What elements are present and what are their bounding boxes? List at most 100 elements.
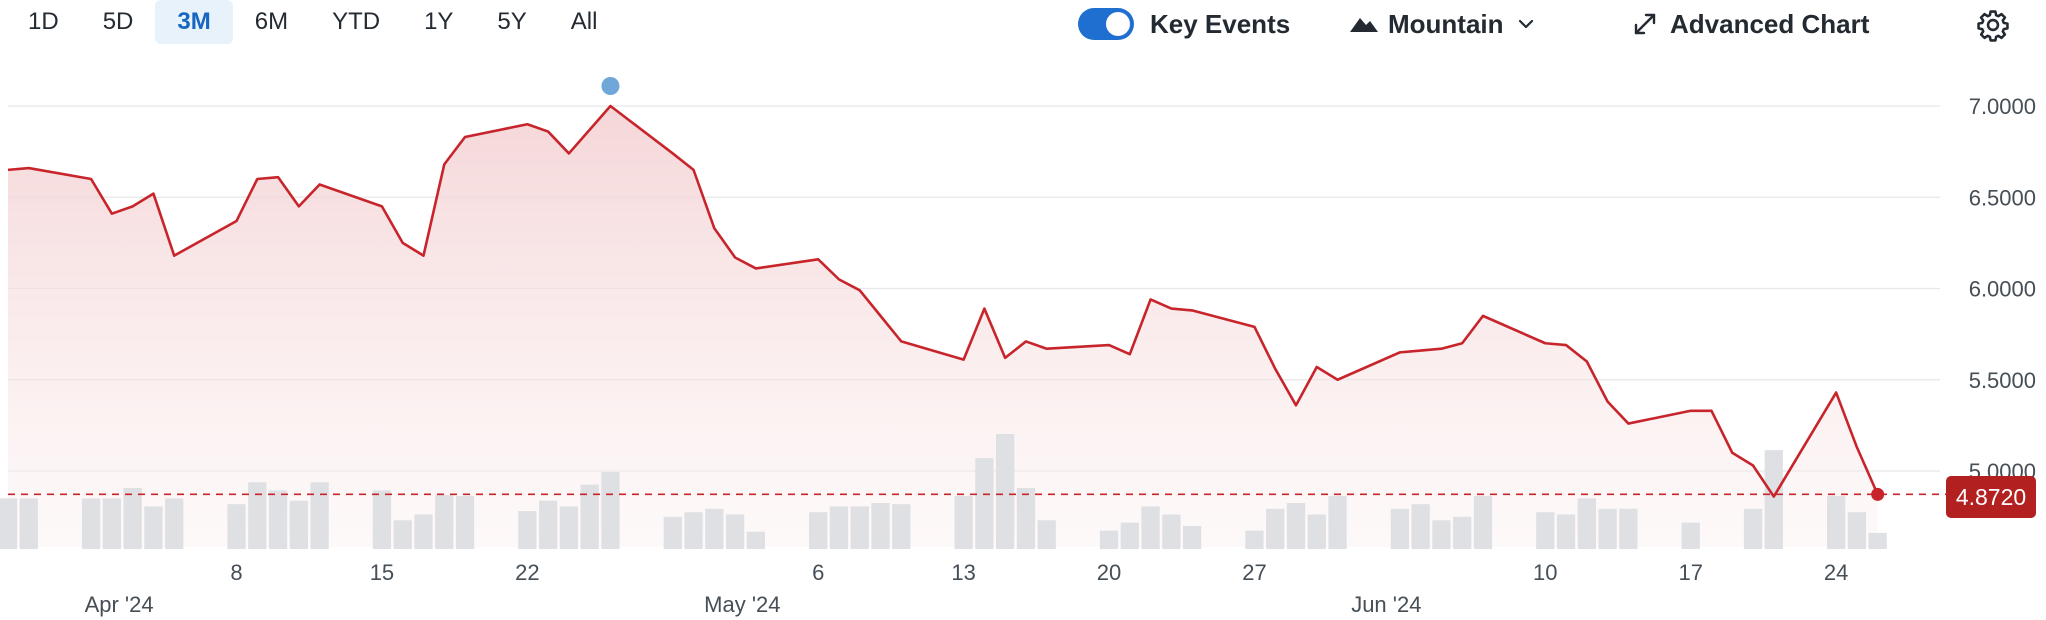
- gear-icon[interactable]: [1976, 8, 2010, 42]
- last-price-dot: [1871, 487, 1885, 501]
- volume-bar: [1099, 530, 1119, 549]
- x-tick-label: 8: [230, 560, 242, 585]
- price-area-fill: [8, 106, 1878, 547]
- volume-bar: [518, 511, 537, 549]
- x-tick-label: 15: [370, 560, 394, 585]
- volume-bar: [1266, 508, 1285, 549]
- volume-bar: [1743, 508, 1763, 549]
- range-tab-1y[interactable]: 1Y: [424, 8, 454, 35]
- volume-bar: [1245, 530, 1264, 549]
- range-tabs: 1D 5D 3M 6M YTD 1Y 5Y All: [6, 0, 619, 44]
- x-tick-label: 6: [812, 560, 824, 585]
- volume-bar: [829, 506, 849, 549]
- volume-bar: [1826, 496, 1846, 549]
- range-tab-6m[interactable]: 6M: [254, 8, 289, 35]
- volume-bar: [414, 514, 433, 549]
- key-event-marker: [601, 77, 620, 95]
- x-axis: 8 15 22 6 13 20 27 10 17 24 Apr '24 May '24 Jun '24: [85, 560, 1849, 617]
- x-tick-label: 10: [1533, 560, 1557, 585]
- x-tick-label: 24: [1824, 560, 1848, 585]
- volume-bar: [1453, 516, 1472, 549]
- volume-bar: [871, 503, 890, 549]
- volume-bar: [372, 490, 392, 549]
- volume-bar: [601, 471, 620, 549]
- volume-bar: [1681, 522, 1700, 549]
- volume-bar: [289, 500, 308, 549]
- volume-bar: [1598, 508, 1617, 549]
- mountain-icon: [1350, 18, 1378, 32]
- volume-bar: [1619, 508, 1638, 549]
- advanced-chart-button[interactable]: Advanced Chart: [1632, 6, 1869, 42]
- toggle-knob: [1106, 12, 1130, 36]
- expand-arrows-icon: [1634, 13, 1656, 35]
- volume-bar: [850, 506, 869, 549]
- chevron-down-icon: [1518, 19, 1533, 29]
- volume-bar: [1473, 496, 1493, 549]
- volume-bar: [102, 498, 122, 549]
- volume-bar: [1411, 504, 1430, 549]
- x-tick-label: 27: [1242, 560, 1266, 585]
- advanced-chart-label: Advanced Chart: [1670, 8, 1870, 39]
- x-month-label: May '24: [704, 592, 780, 617]
- volume-bar: [1847, 512, 1867, 549]
- range-tab-5d[interactable]: 5D: [102, 8, 134, 35]
- key-events-toggle[interactable]: Key Events: [1078, 6, 1290, 42]
- volume-bar: [580, 484, 599, 549]
- volume-bar: [1120, 522, 1139, 549]
- volume-bars: [0, 434, 1887, 549]
- range-tab-ytd[interactable]: YTD: [332, 8, 381, 35]
- volume-bar: [435, 494, 454, 549]
- volume-bar: [1868, 532, 1887, 549]
- x-month-label: Jun '24: [1351, 592, 1421, 617]
- volume-bar: [1328, 496, 1347, 549]
- y-tick-label: 5.5000: [1969, 368, 2036, 393]
- volume-bar: [1286, 503, 1306, 549]
- x-tick-label: 13: [951, 560, 975, 585]
- y-tick-label: 6.5000: [1969, 185, 2036, 210]
- volume-bar: [310, 482, 329, 549]
- volume-bar: [123, 488, 142, 549]
- volume-bar: [393, 520, 412, 549]
- volume-bar: [975, 458, 994, 549]
- volume-bar: [559, 506, 579, 549]
- range-tab-1d[interactable]: 1D: [28, 8, 59, 35]
- volume-bar: [0, 498, 18, 549]
- volume-bar: [227, 504, 246, 549]
- volume-bar: [684, 512, 703, 549]
- volume-bar: [248, 482, 267, 549]
- chart-type-dropdown[interactable]: Mountain: [1350, 6, 1534, 42]
- volume-bar: [1162, 514, 1181, 549]
- toggle-switch[interactable]: [1078, 8, 1134, 40]
- volume-bar: [1141, 506, 1160, 549]
- volume-bar: [1182, 526, 1202, 549]
- volume-bar: [892, 504, 911, 549]
- y-tick-label: 6.0000: [1969, 277, 2036, 302]
- range-tab-3m[interactable]: 3M: [155, 0, 233, 44]
- volume-bar: [996, 434, 1015, 549]
- volume-bar: [1432, 520, 1451, 549]
- x-tick-label: 17: [1678, 560, 1702, 585]
- volume-bar: [954, 496, 973, 549]
- price-line-group: [7, 77, 1946, 501]
- range-tab-5y[interactable]: 5Y: [497, 8, 527, 35]
- x-month-label: Apr '24: [85, 592, 154, 617]
- volume-bar: [1536, 512, 1555, 549]
- volume-bar: [165, 498, 184, 549]
- volume-bar: [1577, 498, 1596, 549]
- volume-bar: [1764, 450, 1783, 549]
- volume-bar: [1037, 520, 1056, 549]
- price-line: [7, 104, 1879, 498]
- volume-bar: [1556, 514, 1576, 549]
- chart-type-label: Mountain: [1388, 8, 1504, 39]
- key-events-label: Key Events: [1150, 8, 1291, 39]
- range-tab-all[interactable]: All: [570, 8, 598, 35]
- volume-bar: [538, 500, 558, 549]
- volume-bar: [663, 516, 682, 549]
- volume-bar: [81, 498, 101, 549]
- volume-bar: [268, 490, 288, 549]
- y-tick-label: 7.0000: [1969, 94, 2036, 119]
- chart-toolbar: 1D 5D 3M 6M YTD 1Y 5Y All Key Events Mountain A…: [0, 0, 2046, 46]
- x-tick-label: 22: [515, 560, 539, 585]
